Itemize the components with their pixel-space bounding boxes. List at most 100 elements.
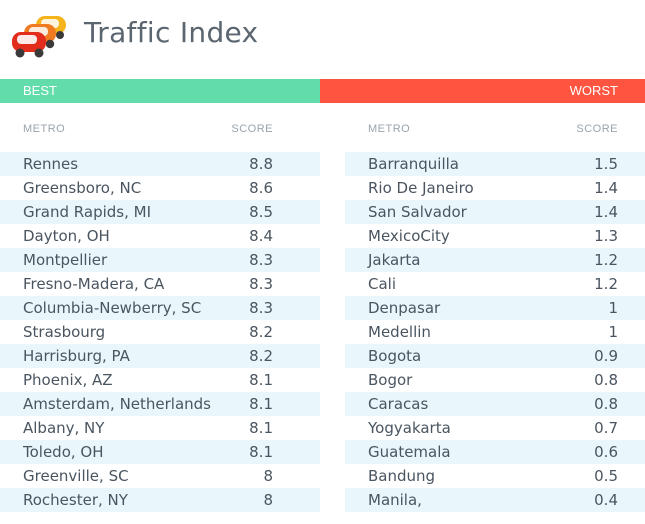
score-value: 8.4	[249, 227, 273, 245]
metro-name: Medellin	[368, 323, 431, 341]
metro-name: Denpasar	[368, 299, 441, 317]
metro-name: Albany, NY	[23, 419, 105, 437]
score-value: 8.1	[249, 395, 273, 413]
score-value: 8	[263, 467, 273, 485]
score-value: 1	[608, 323, 618, 341]
metro-name: Rio De Janeiro	[368, 179, 474, 197]
metro-name: Yogyakarta	[368, 419, 451, 437]
table-row: Rennes 8.8	[0, 152, 320, 176]
table-row: Manila, 0.4	[345, 488, 645, 512]
best-rows: Rennes 8.8 Greensboro, NC 8.6 Grand Rapids, …	[0, 152, 320, 512]
table-row: Rio De Janeiro 1.4	[345, 176, 645, 200]
score-value: 1.4	[594, 179, 618, 197]
table-row: MexicoCity 1.3	[345, 224, 645, 248]
metro-name: Bogota	[368, 347, 422, 365]
table-row: Medellin 1	[345, 320, 645, 344]
score-value: 0.6	[594, 443, 618, 461]
score-value: 8.1	[249, 419, 273, 437]
metro-name: Strasbourg	[23, 323, 106, 341]
metro-name: Greensboro, NC	[23, 179, 142, 197]
score-value: 1.2	[594, 275, 618, 293]
score-value: 8.3	[249, 251, 273, 269]
table-row: Yogyakarta 0.7	[345, 416, 645, 440]
table-row: Greenville, SC 8	[0, 464, 320, 488]
table-row: Amsterdam, Netherlands 8.1	[0, 392, 320, 416]
table-row: Cali 1.2	[345, 272, 645, 296]
metro-name: San Salvador	[368, 203, 467, 221]
score-value: 8.2	[249, 347, 273, 365]
worst-table-header: METRO SCORE	[345, 118, 645, 140]
score-value: 0.7	[594, 419, 618, 437]
score-value: 1.3	[594, 227, 618, 245]
metro-name: Guatemala	[368, 443, 451, 461]
table-row: Jakarta 1.2	[345, 248, 645, 272]
metro-name: Jakarta	[368, 251, 421, 269]
table-row: Toledo, OH 8.1	[0, 440, 320, 464]
table-row: Columbia-Newberry, SC 8.3	[0, 296, 320, 320]
table-row: Barranquilla 1.5	[345, 152, 645, 176]
page-title: Traffic Index	[84, 16, 259, 49]
metro-name: Rennes	[23, 155, 79, 173]
best-table-header: METRO SCORE	[0, 118, 320, 140]
table-row: Guatemala 0.6	[345, 440, 645, 464]
table-row: Montpellier 8.3	[0, 248, 320, 272]
table-row: Denpasar 1	[345, 296, 645, 320]
score-value: 0.4	[594, 491, 618, 509]
metro-name: Grand Rapids, MI	[23, 203, 151, 221]
best-label: BEST	[0, 79, 320, 103]
metro-name: MexicoCity	[368, 227, 450, 245]
metro-name: Manila,	[368, 491, 422, 509]
worst-label: WORST	[320, 79, 645, 103]
metro-column-header: METRO	[368, 123, 411, 135]
metro-name: Columbia-Newberry, SC	[23, 299, 202, 317]
metro-name: Amsterdam, Netherlands	[23, 395, 211, 413]
metro-name: Barranquilla	[368, 155, 459, 173]
score-value: 0.9	[594, 347, 618, 365]
score-value: 8	[263, 491, 273, 509]
metro-column-header: METRO	[23, 123, 66, 135]
score-value: 8.1	[249, 371, 273, 389]
score-column-header: SCORE	[576, 123, 618, 135]
table-row: Greensboro, NC 8.6	[0, 176, 320, 200]
score-value: 8.3	[249, 299, 273, 317]
table-row: Harrisburg, PA 8.2	[0, 344, 320, 368]
table-row: Fresno-Madera, CA 8.3	[0, 272, 320, 296]
metro-name: Cali	[368, 275, 397, 293]
score-value: 1.4	[594, 203, 618, 221]
table-row: Albany, NY 8.1	[0, 416, 320, 440]
metro-name: Greenville, SC	[23, 467, 129, 485]
table-row: Rochester, NY 8	[0, 488, 320, 512]
header: Traffic Index	[0, 0, 645, 76]
metro-name: Montpellier	[23, 251, 108, 269]
metro-name: Rochester, NY	[23, 491, 128, 509]
table-row: Bandung 0.5	[345, 464, 645, 488]
score-value: 8.6	[249, 179, 273, 197]
score-value: 0.8	[594, 371, 618, 389]
table-row: San Salvador 1.4	[345, 200, 645, 224]
metro-name: Phoenix, AZ	[23, 371, 113, 389]
table-row: Bogor 0.8	[345, 368, 645, 392]
metro-name: Caracas	[368, 395, 429, 413]
table-row: Bogota 0.9	[345, 344, 645, 368]
worst-rows: Barranquilla 1.5 Rio De Janeiro 1.4 San Salv…	[345, 152, 645, 512]
score-value: 1.5	[594, 155, 618, 173]
score-value: 1.2	[594, 251, 618, 269]
metro-name: Dayton, OH	[23, 227, 110, 245]
table-row: Caracas 0.8	[345, 392, 645, 416]
score-value: 0.8	[594, 395, 618, 413]
table-row: Dayton, OH 8.4	[0, 224, 320, 248]
best-table: METRO SCORE Rennes 8.8 Greensboro, NC 8.6 Gr…	[0, 118, 320, 512]
score-value: 8.8	[249, 155, 273, 173]
category-bars: BEST WORST	[0, 79, 645, 103]
score-value: 0.5	[594, 467, 618, 485]
metro-name: Bogor	[368, 371, 413, 389]
metro-name: Fresno-Madera, CA	[23, 275, 165, 293]
table-row: Grand Rapids, MI 8.5	[0, 200, 320, 224]
score-value: 1	[608, 299, 618, 317]
worst-table: METRO SCORE Barranquilla 1.5 Rio De Janeir…	[345, 118, 645, 512]
metro-name: Toledo, OH	[23, 443, 104, 461]
metro-name: Harrisburg, PA	[23, 347, 130, 365]
score-value: 8.5	[249, 203, 273, 221]
score-value: 8.1	[249, 443, 273, 461]
score-value: 8.2	[249, 323, 273, 341]
